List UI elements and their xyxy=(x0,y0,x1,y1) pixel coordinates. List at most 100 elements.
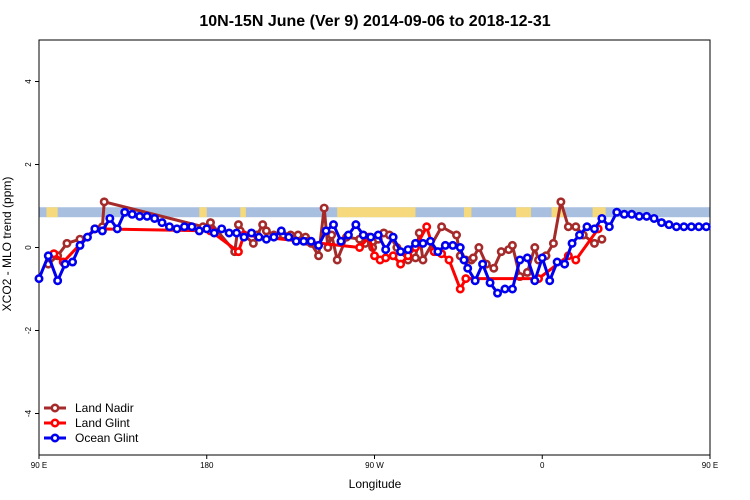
data-point xyxy=(411,253,421,263)
data-point xyxy=(612,207,622,217)
y-tick-label: 0 xyxy=(24,245,33,250)
data-point xyxy=(254,232,264,242)
data-point xyxy=(485,278,495,288)
data-point xyxy=(327,230,337,240)
data-point xyxy=(62,238,72,248)
data-point xyxy=(82,232,92,242)
data-point xyxy=(556,197,566,207)
x-tick-label: 90 E xyxy=(31,461,47,470)
legend-swatch-marker xyxy=(50,403,60,413)
data-point xyxy=(321,226,331,236)
data-point xyxy=(99,197,109,207)
data-point xyxy=(515,255,525,265)
data-point xyxy=(411,238,421,248)
data-point xyxy=(172,224,182,234)
data-point xyxy=(314,251,324,261)
data-point xyxy=(455,284,465,294)
data-point xyxy=(261,234,271,244)
data-point xyxy=(314,240,324,250)
data-point xyxy=(478,259,488,269)
data-point xyxy=(589,238,599,248)
data-point xyxy=(202,224,212,234)
data-point xyxy=(571,255,581,265)
data-point xyxy=(246,228,256,238)
data-point xyxy=(284,232,294,242)
data-point xyxy=(388,232,398,242)
x-tick-label: 90 W xyxy=(365,461,384,470)
data-point xyxy=(425,236,435,246)
data-point xyxy=(567,238,577,248)
data-point xyxy=(43,251,53,261)
land-band-segment xyxy=(240,207,246,218)
data-point xyxy=(530,276,540,286)
data-point xyxy=(135,211,145,221)
land-band-segment xyxy=(337,207,416,218)
data-point xyxy=(127,209,137,219)
data-point xyxy=(437,222,447,232)
legend-entry: Land Nadir xyxy=(75,401,134,415)
data-point xyxy=(276,226,286,236)
data-point xyxy=(571,222,581,232)
data-point xyxy=(224,228,234,238)
data-point xyxy=(205,218,215,228)
data-point xyxy=(649,213,659,223)
data-point xyxy=(679,222,689,232)
data-point xyxy=(604,222,614,232)
data-point xyxy=(248,238,258,248)
land-band-segment xyxy=(463,207,472,218)
data-point xyxy=(355,243,365,253)
data-point xyxy=(306,236,316,246)
data-point xyxy=(291,236,301,246)
data-point xyxy=(97,226,107,236)
data-point xyxy=(369,251,379,261)
data-point xyxy=(489,263,499,273)
data-point xyxy=(299,236,309,246)
data-point xyxy=(164,222,174,232)
data-point xyxy=(470,276,480,286)
data-point xyxy=(671,222,681,232)
land-band-segment xyxy=(592,207,606,218)
data-point xyxy=(461,274,471,284)
data-point xyxy=(105,213,115,223)
data-point xyxy=(522,253,532,263)
data-point xyxy=(258,220,268,230)
data-point xyxy=(358,230,368,240)
data-point xyxy=(75,240,85,250)
data-point xyxy=(701,222,711,232)
legend-swatch-marker xyxy=(50,418,60,428)
y-tick-label: 2 xyxy=(24,162,33,167)
x-axis-label: Longitude xyxy=(349,477,402,491)
data-point xyxy=(418,255,428,265)
data-point xyxy=(657,218,667,228)
data-point xyxy=(582,222,592,232)
data-point xyxy=(500,284,510,294)
data-point xyxy=(575,230,585,240)
data-point xyxy=(619,209,629,219)
legend-entry: Land Glint xyxy=(75,416,130,430)
x-tick-label: 180 xyxy=(200,461,214,470)
data-point xyxy=(634,211,644,221)
data-point xyxy=(217,224,227,234)
data-point xyxy=(233,247,243,257)
data-point xyxy=(545,276,555,286)
data-point xyxy=(34,274,44,284)
data-point xyxy=(332,255,342,265)
data-point xyxy=(269,232,279,242)
data-point xyxy=(507,284,517,294)
data-point xyxy=(563,222,573,232)
data-point xyxy=(597,234,607,244)
data-point xyxy=(396,259,406,269)
data-point xyxy=(232,228,242,238)
data-point xyxy=(157,218,167,228)
data-point xyxy=(452,230,462,240)
data-point xyxy=(459,255,469,265)
data-point xyxy=(537,253,547,263)
legend-swatch-marker xyxy=(50,433,60,443)
land-band-segment xyxy=(516,207,532,218)
data-point xyxy=(455,243,465,253)
data-point xyxy=(522,267,532,277)
data-point xyxy=(530,243,540,253)
data-point xyxy=(373,230,383,240)
